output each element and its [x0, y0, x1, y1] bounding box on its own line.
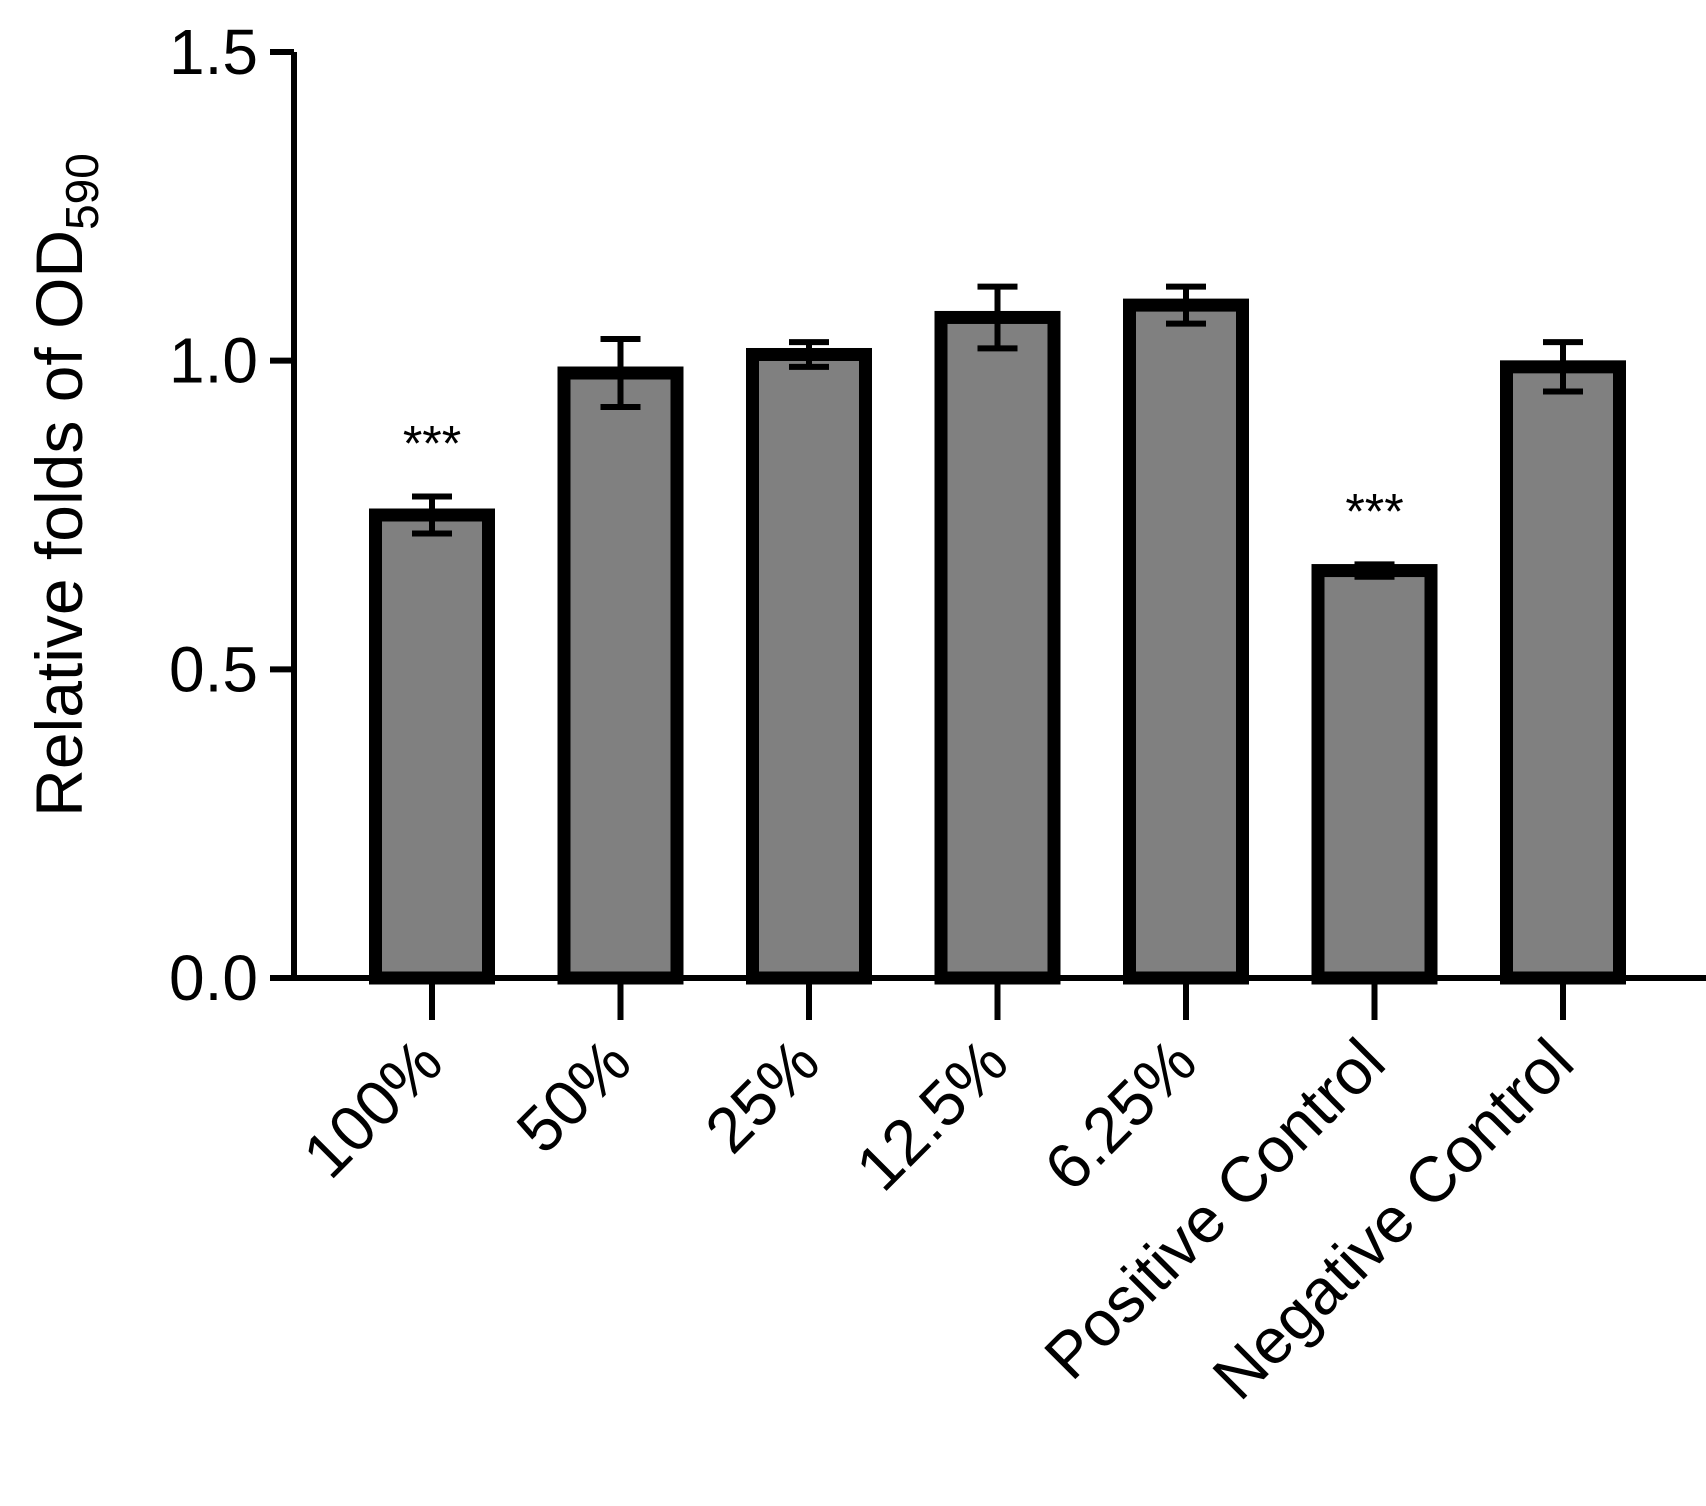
y-tick-label: 1.5 [169, 16, 258, 88]
significance-label: *** [403, 415, 461, 471]
y-tick-label: 0.5 [169, 633, 258, 705]
x-tick-label: Negative Control [1199, 1025, 1587, 1413]
x-tick-label: 50% [503, 1025, 644, 1166]
y-axis-title: Relative folds of OD590 [22, 153, 108, 817]
y-tick-label: 1.0 [169, 325, 258, 397]
bar [934, 310, 1061, 985]
bar [369, 508, 495, 985]
plot-area: 0.0 0.5 1.0 1.5 100% *** 50% 25% 12.5% 6.25%Posit… [169, 16, 1706, 1413]
bar [746, 347, 872, 985]
y-axis-title-subscript: 590 [56, 153, 108, 230]
bar [1500, 360, 1626, 985]
bar [557, 366, 684, 985]
y-axis-title-main: Relative folds of OD [22, 230, 96, 817]
bar [1123, 298, 1249, 985]
x-tick-label: 100% [289, 1025, 456, 1192]
x-tick-label: 25% [691, 1025, 832, 1166]
y-tick-label: 0.0 [169, 942, 258, 1014]
bar [1311, 564, 1438, 985]
x-tick-label: 12.5% [842, 1025, 1021, 1204]
y-axis-title-text: Relative folds of OD590 [22, 153, 108, 817]
x-tick-label: 6.25% [1031, 1025, 1210, 1204]
significance-label: *** [1345, 483, 1403, 539]
x-tick-label: Positive Control [1031, 1025, 1399, 1393]
